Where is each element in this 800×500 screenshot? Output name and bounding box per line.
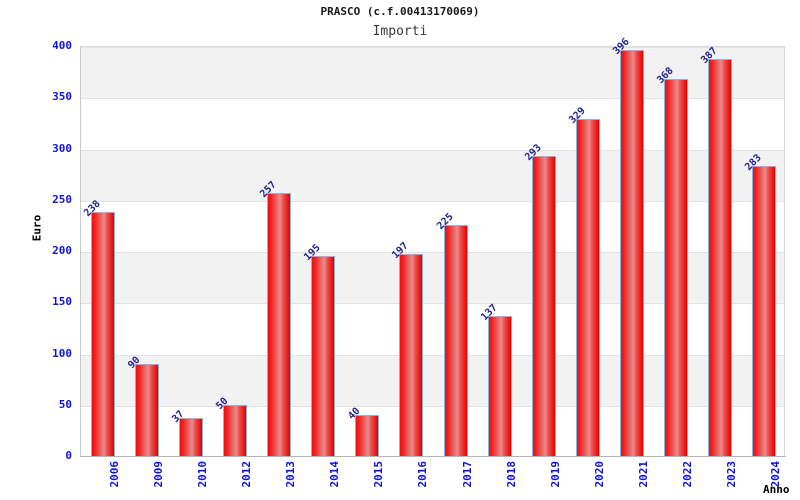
x-tick-label: 2016 bbox=[416, 461, 430, 488]
x-tick-label: 2018 bbox=[504, 461, 518, 488]
y-tick-label: 250 bbox=[52, 192, 72, 206]
x-axis-label: Anno bbox=[763, 483, 790, 496]
gridline bbox=[81, 354, 784, 356]
x-tick-label: 2010 bbox=[196, 461, 210, 488]
bar[interactable] bbox=[135, 363, 160, 456]
y-tick-label: 100 bbox=[52, 346, 72, 360]
gridline bbox=[81, 252, 784, 253]
bar[interactable] bbox=[751, 165, 776, 456]
x-tick-label: 2014 bbox=[328, 461, 342, 488]
x-tick-label: 2009 bbox=[152, 461, 166, 488]
bar[interactable] bbox=[311, 256, 336, 456]
x-tick-label: 2022 bbox=[680, 461, 694, 488]
y-axis-ticks: 0 50 100 150 200 250 300 350 400 bbox=[0, 39, 72, 462]
gridline bbox=[81, 303, 784, 305]
bar[interactable] bbox=[443, 225, 468, 456]
y-tick-label: 300 bbox=[52, 141, 72, 155]
bar[interactable] bbox=[663, 78, 688, 456]
bar[interactable] bbox=[619, 50, 644, 456]
y-axis-label: Euro bbox=[30, 214, 44, 242]
y-tick-label: 50 bbox=[58, 397, 72, 411]
bar[interactable] bbox=[707, 59, 732, 456]
bar[interactable] bbox=[399, 254, 424, 456]
x-tick-label: 2019 bbox=[548, 461, 562, 488]
bar[interactable] bbox=[575, 118, 600, 456]
x-tick-label: 2013 bbox=[284, 461, 298, 488]
bar[interactable] bbox=[91, 212, 116, 456]
gridline bbox=[81, 149, 784, 151]
bar[interactable] bbox=[267, 192, 292, 456]
y-tick-label: 350 bbox=[52, 90, 72, 104]
chart-subtitle: Importi bbox=[372, 24, 428, 39]
gridline bbox=[81, 47, 784, 48]
gridline bbox=[81, 98, 784, 100]
bar[interactable] bbox=[531, 155, 556, 456]
x-tick-label: 2021 bbox=[636, 461, 650, 488]
x-tick-label: 2020 bbox=[592, 461, 606, 488]
x-tick-label: 2017 bbox=[460, 461, 474, 488]
x-tick-label: 2023 bbox=[724, 461, 738, 488]
bar[interactable] bbox=[223, 404, 248, 456]
plot-area: 238 90 37 50 257 195 40 197 225 137 293 329 396 368 38… bbox=[80, 37, 785, 456]
bar[interactable] bbox=[487, 315, 512, 456]
x-tick-label: 2012 bbox=[240, 461, 254, 488]
x-axis-line bbox=[80, 456, 786, 457]
y-tick-label: 400 bbox=[52, 39, 72, 52]
y-tick-label: 150 bbox=[52, 295, 72, 309]
y-tick-label: 200 bbox=[52, 244, 72, 257]
gridline bbox=[81, 200, 784, 202]
x-tick-label: 2006 bbox=[108, 461, 122, 488]
bar[interactable] bbox=[179, 418, 204, 456]
chart-title: PRASCO (c.f.00413170069) bbox=[320, 5, 480, 18]
y-tick-label: 0 bbox=[65, 449, 72, 462]
gridline bbox=[81, 405, 784, 407]
bar[interactable] bbox=[355, 415, 380, 456]
x-tick-label: 2015 bbox=[372, 461, 386, 488]
